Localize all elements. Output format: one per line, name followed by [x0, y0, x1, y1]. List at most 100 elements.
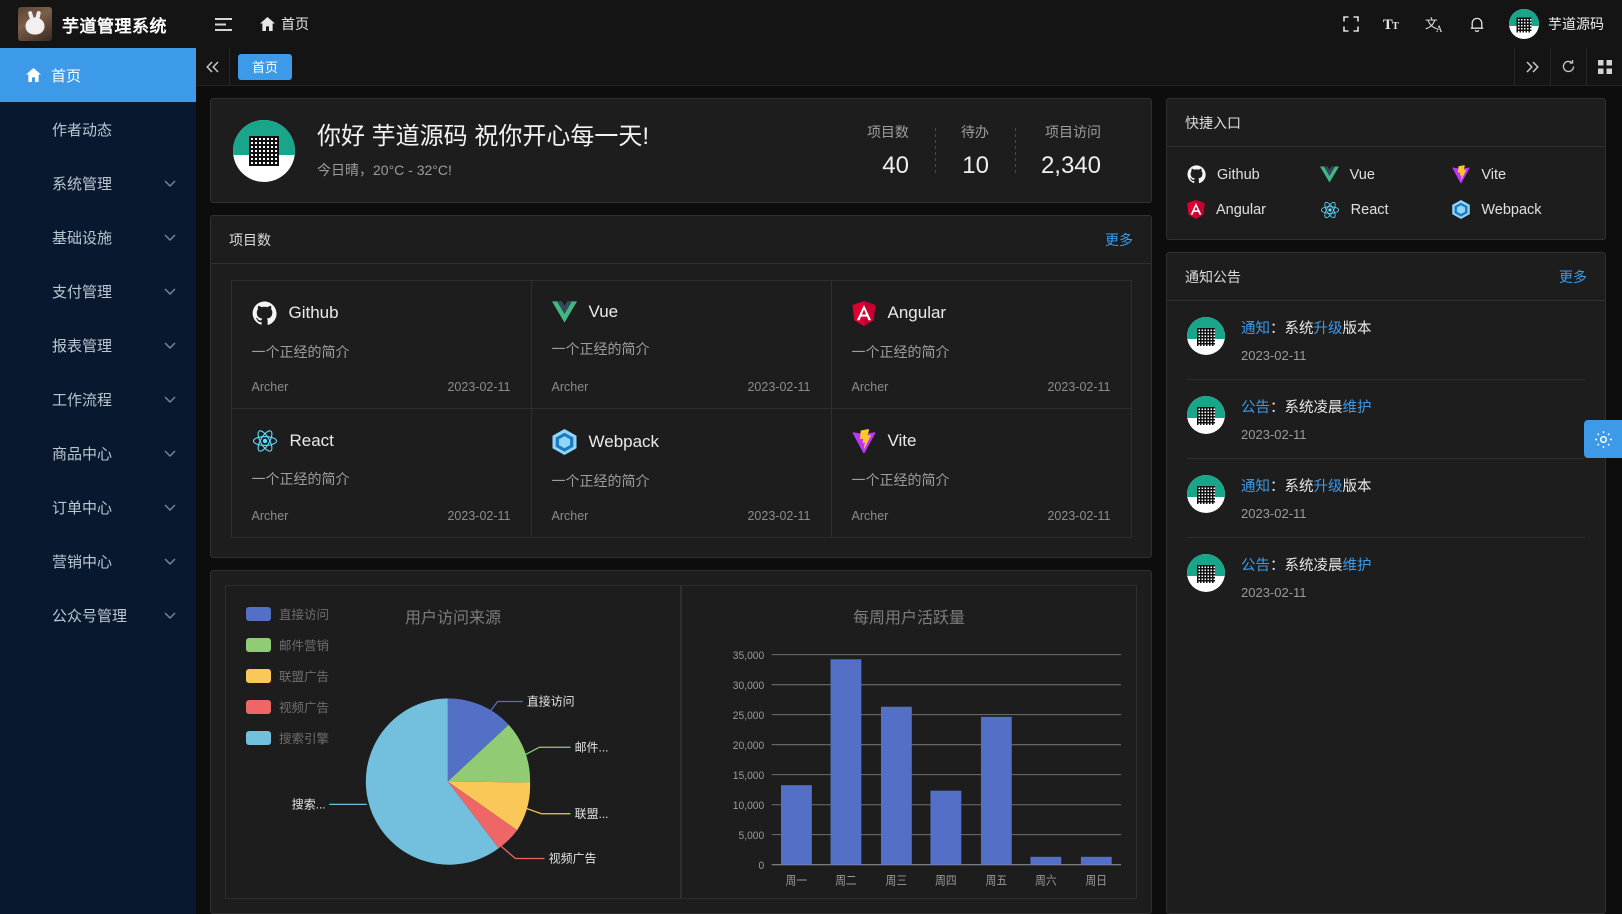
quick-entry-vue[interactable]: Vue: [1319, 165, 1453, 184]
quick-entry-vite[interactable]: Vite: [1452, 165, 1585, 184]
notice-item[interactable]: 公告：系统凌晨维护 2023-02-11: [1187, 380, 1585, 459]
notice-item[interactable]: 公告：系统凌晨维护 2023-02-11: [1187, 538, 1585, 616]
sidebar-item-report-management[interactable]: 报表管理: [0, 318, 196, 372]
bar: [980, 716, 1012, 865]
quick-entry-github[interactable]: Github: [1187, 165, 1320, 184]
stat-projects: 项目数 40: [841, 122, 935, 180]
project-card[interactable]: Vue 一个正经的简介 Archer 2023-02-11: [530, 279, 832, 409]
sidebar-item-label: 工作流程: [52, 391, 113, 409]
sidebar-item-infrastructure[interactable]: 基础设施: [0, 210, 196, 264]
sidebar-item-label: 基础设施: [52, 229, 113, 247]
settings-fab-button[interactable]: [1584, 420, 1622, 458]
sidebar-item-marketing-center[interactable]: 营销中心: [0, 534, 196, 588]
legend-swatch: [246, 730, 271, 745]
quick-entry-angular[interactable]: Angular: [1187, 200, 1320, 219]
chevron-down-icon: [164, 288, 176, 295]
project-card[interactable]: Vite 一个正经的简介 Archer 2023-02-11: [830, 407, 1132, 538]
sidebar-item-author-news[interactable]: 作者动态: [0, 102, 196, 156]
bell-icon[interactable]: [1457, 0, 1497, 48]
body: 首页 作者动态 系统管理 基础设施 支付管理 报表管理: [0, 48, 1622, 914]
x-tick-label: 周日: [1086, 874, 1107, 888]
github-icon: [1187, 165, 1206, 184]
notice-title[interactable]: 公告：系统凌晨维护: [1241, 396, 1585, 417]
project-card[interactable]: Webpack 一个正经的简介 Archer 2023-02-11: [530, 407, 832, 538]
stat-todo: 待办 10: [934, 122, 1015, 180]
sidebar[interactable]: 首页 作者动态 系统管理 基础设施 支付管理 报表管理: [0, 48, 196, 914]
qr-avatar: [1187, 317, 1225, 355]
grid-icon[interactable]: [1586, 48, 1622, 85]
y-tick-label: 5,000: [739, 829, 765, 842]
refresh-icon[interactable]: [1550, 48, 1586, 85]
bar-chart-svg: 35,000 30,000 25,000 20,000 15,000 10,00…: [733, 649, 1122, 888]
projects-more-link[interactable]: 更多: [1105, 231, 1133, 248]
fullscreen-icon[interactable]: [1331, 0, 1371, 48]
qr-avatar: [1187, 475, 1225, 513]
notice-title[interactable]: 通知：系统升级版本: [1241, 475, 1585, 496]
quick-entry-label: Vue: [1349, 166, 1375, 183]
legend-item[interactable]: 搜索引擎: [246, 728, 329, 747]
brand[interactable]: 芋道管理系统: [0, 7, 196, 41]
legend-label: 搜索引擎: [279, 732, 330, 746]
double-chevron-right-icon[interactable]: [1514, 48, 1550, 85]
app-title: 芋道管理系统: [62, 16, 167, 36]
sidebar-item-order-center[interactable]: 订单中心: [0, 480, 196, 534]
app-logo-icon: [18, 7, 52, 41]
notice-highlight: 维护: [1342, 400, 1372, 416]
sidebar-item-official-account[interactable]: 公众号管理: [0, 588, 196, 642]
pie-callout-label: 搜索...: [292, 797, 326, 812]
notices-more-link[interactable]: 更多: [1559, 268, 1587, 285]
x-tick-label: 周六: [1035, 874, 1056, 888]
stat-label: 项目数: [866, 123, 909, 140]
project-desc: 一个正经的简介: [551, 472, 650, 489]
notice-date: 2023-02-11: [1241, 506, 1307, 521]
sidebar-item-system-management[interactable]: 系统管理: [0, 156, 196, 210]
user-menu[interactable]: 芋道源码: [1499, 9, 1608, 39]
chevron-down-icon: [164, 504, 176, 511]
vue-icon: [1319, 166, 1339, 183]
project-date: 2023-02-11: [1047, 508, 1111, 523]
quick-entry-react[interactable]: React: [1320, 200, 1453, 219]
y-tick-label: 35,000: [733, 649, 764, 662]
react-icon: [252, 429, 278, 453]
bar: [830, 659, 862, 865]
sidebar-item-label: 支付管理: [52, 283, 113, 301]
notices-header: 通知公告 更多: [1167, 253, 1605, 301]
quick-entry-title: 快捷入口: [1185, 114, 1241, 131]
project-name: Github: [288, 303, 339, 322]
legend-item[interactable]: 邮件营销: [246, 635, 329, 654]
notice-title[interactable]: 公告：系统凌晨维护: [1241, 554, 1585, 575]
notice-item[interactable]: 通知：系统升级版本 2023-02-11: [1187, 459, 1585, 538]
notice-item[interactable]: 通知：系统升级版本 2023-02-11: [1187, 301, 1585, 380]
project-card[interactable]: Github 一个正经的简介 Archer 2023-02-11: [230, 279, 532, 409]
font-size-icon[interactable]: T T: [1373, 0, 1413, 48]
notice-date: 2023-02-11: [1241, 348, 1307, 363]
notice-title[interactable]: 通知：系统升级版本: [1241, 317, 1585, 338]
sidebar-item-payment-management[interactable]: 支付管理: [0, 264, 196, 318]
y-tick-label: 10,000: [733, 799, 764, 812]
sidebar-item-product-center[interactable]: 商品中心: [0, 426, 196, 480]
pie-chart: 用户访问来源 直接访问 邮件营销: [225, 585, 681, 899]
project-card[interactable]: React 一个正经的简介 Archer 2023-02-11: [230, 407, 532, 538]
hamburger-icon[interactable]: [204, 0, 242, 48]
double-chevron-left-icon[interactable]: [196, 48, 230, 85]
quick-entry-webpack[interactable]: Webpack: [1452, 200, 1585, 219]
project-date: 2023-02-11: [747, 508, 811, 523]
left-column: 你好 芋道源码 祝你开心每一天! 今日晴，20°C - 32°C! 项目数 40…: [210, 98, 1152, 914]
tab-home[interactable]: 首页: [238, 53, 293, 80]
avatar: [1509, 9, 1539, 39]
sidebar-item-home[interactable]: 首页: [0, 48, 196, 102]
legend-label: 邮件营销: [279, 639, 330, 653]
legend-item[interactable]: 联盟广告: [246, 666, 329, 685]
project-date: 2023-02-11: [1047, 379, 1111, 394]
legend-item[interactable]: 视频广告: [246, 697, 329, 716]
legend-item[interactable]: 直接访问: [246, 604, 329, 623]
qr-avatar: [1187, 396, 1225, 434]
stat-visits: 项目访问 2,340: [1014, 122, 1127, 180]
project-card[interactable]: Angular 一个正经的简介 Archer 2023-02-11: [830, 279, 1132, 409]
notice-date: 2023-02-11: [1241, 585, 1307, 600]
sidebar-item-workflow[interactable]: 工作流程: [0, 372, 196, 426]
translate-icon[interactable]: 文 A: [1415, 0, 1455, 48]
y-tick-label: 30,000: [733, 679, 764, 692]
breadcrumb[interactable]: 首页: [260, 14, 309, 34]
angular-icon: [851, 300, 876, 326]
